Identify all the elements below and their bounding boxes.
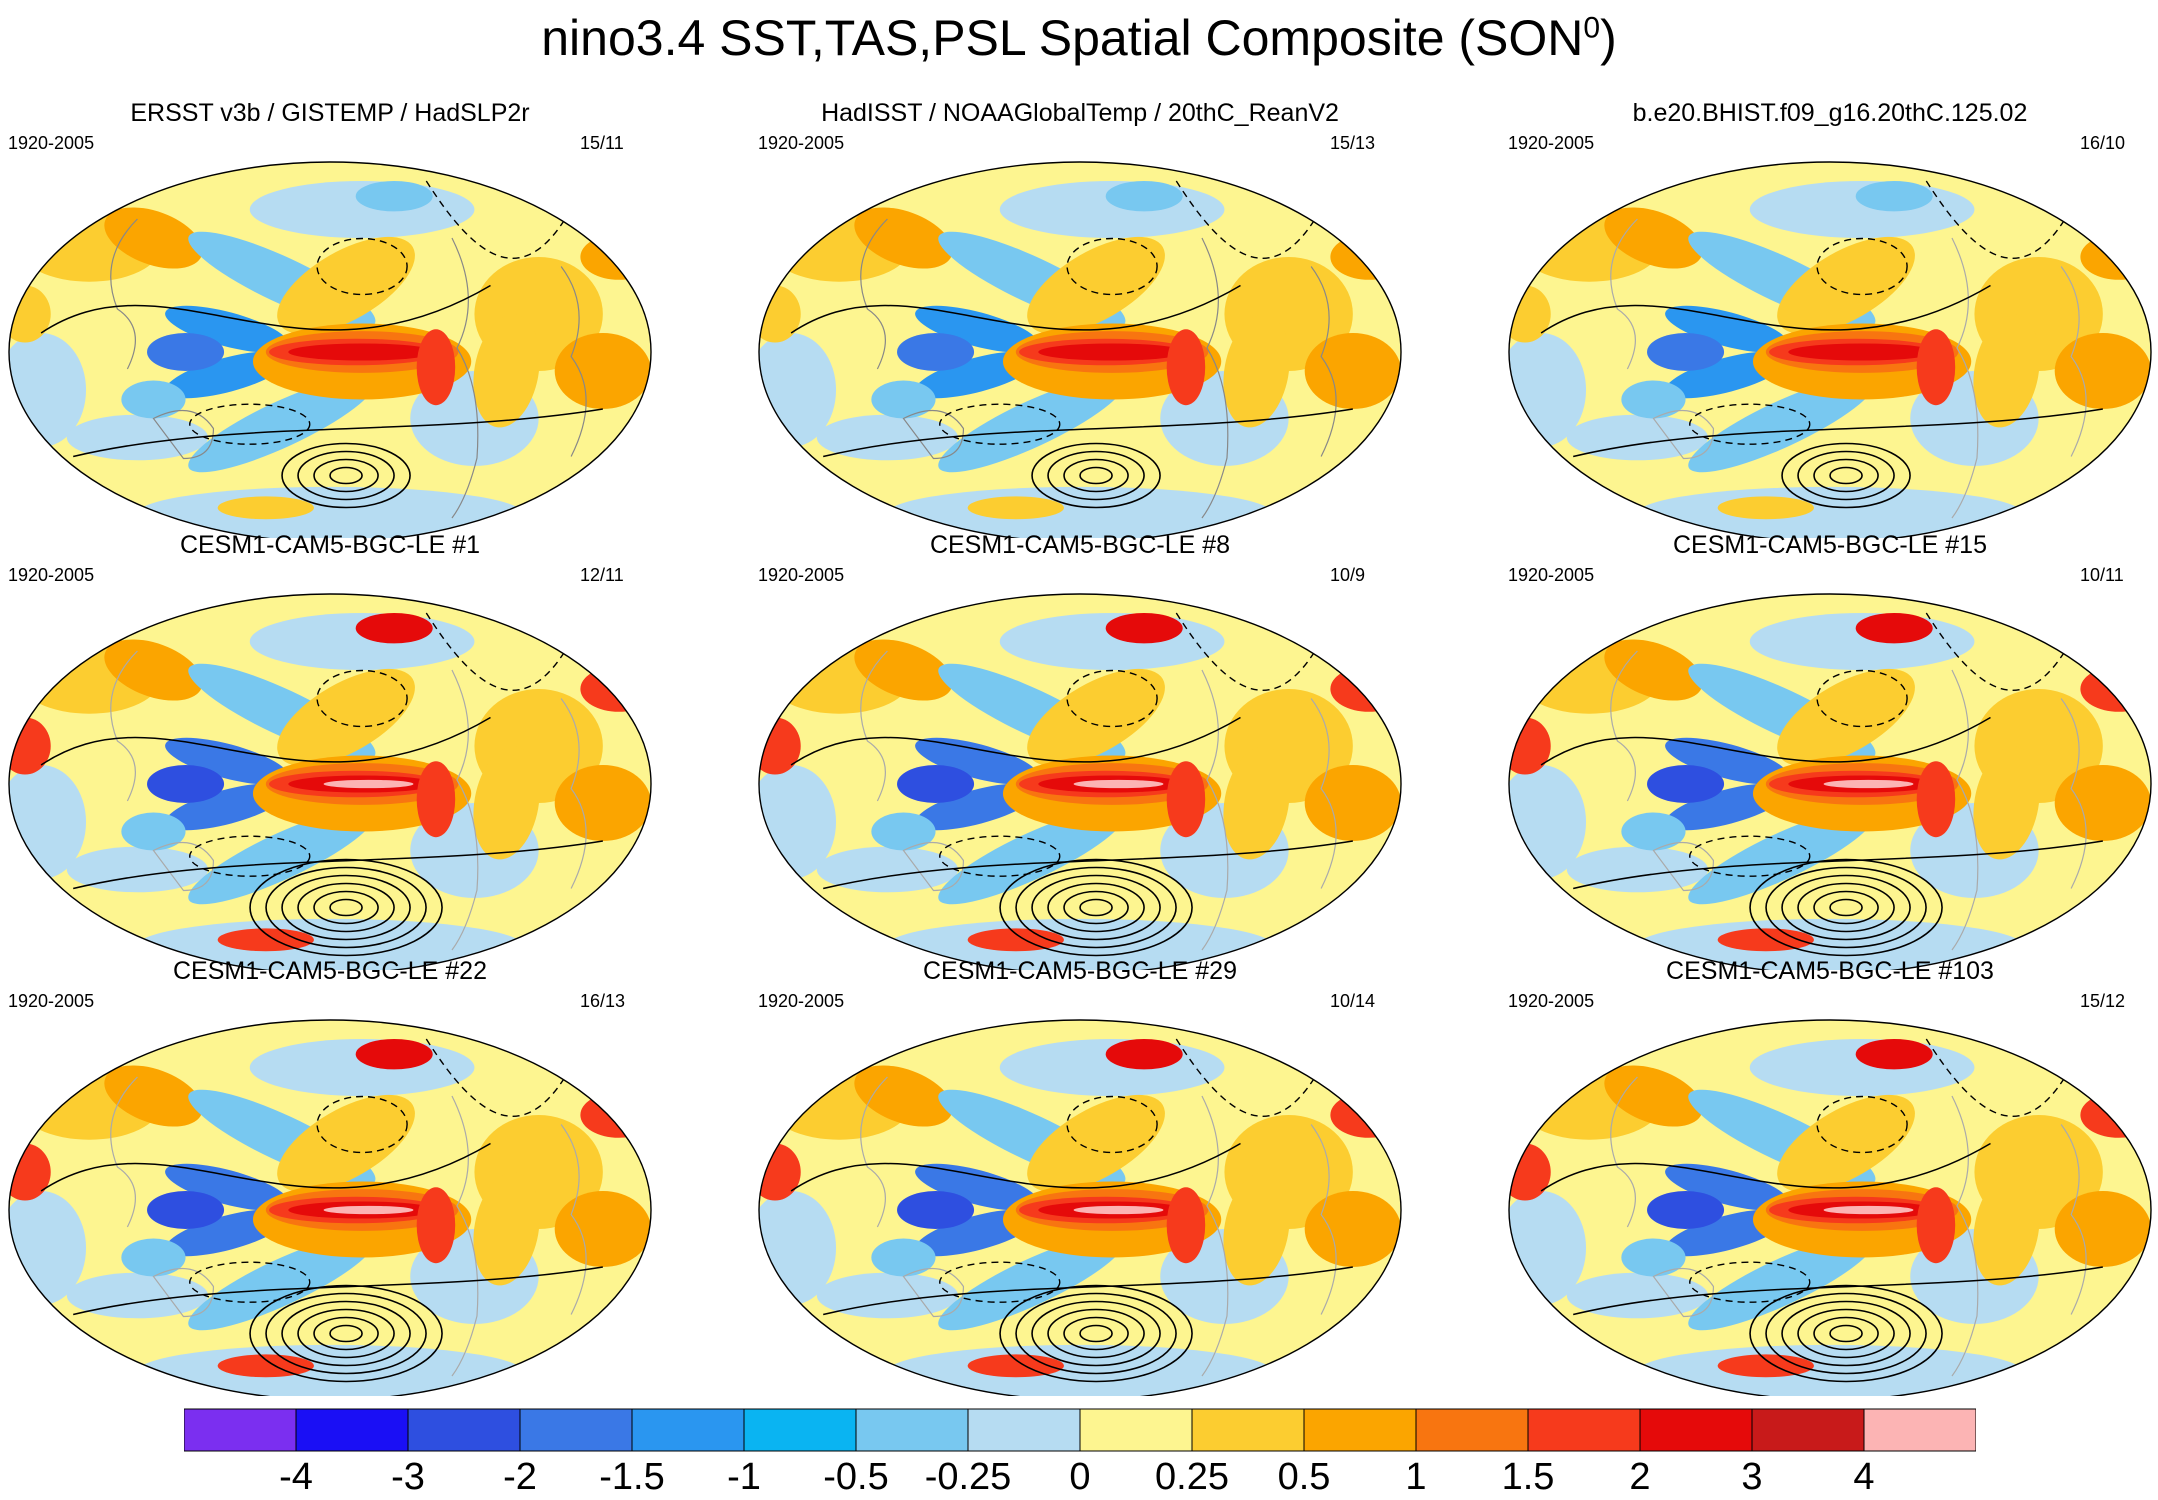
panel-title: CESM1-CAM5-BGC-LE #29	[923, 957, 1237, 985]
map-panel-3: b.e20.BHIST.f09_g16.20thC.125.02 1920-20…	[1500, 98, 2158, 538]
map-panel-8: CESM1-CAM5-BGC-LE #29 1920-2005 10/14	[750, 956, 1450, 1396]
figure-title: nino3.4 SST,TAS,PSL Spatial Composite (S…	[0, 8, 2158, 68]
map-panel-2: HadISST / NOAAGlobalTemp / 20thC_ReanV2 …	[750, 98, 1450, 538]
panel-title: CESM1-CAM5-BGC-LE #1	[179, 531, 481, 559]
panel-count: 10/14	[1330, 991, 1376, 1011]
panel-title: ERSST v3b / GISTEMP / HadSLP2r	[130, 99, 530, 127]
colorbar-tick-label: 0.5	[1277, 1456, 1331, 1498]
colorbar-swatch	[1751, 1408, 1865, 1452]
panel-title: b.e20.BHIST.f09_g16.20thC.125.02	[1632, 99, 2028, 127]
map-panel-5: CESM1-CAM5-BGC-LE #8 1920-2005 10/9	[750, 530, 1450, 970]
colorbar-swatch	[295, 1408, 409, 1452]
colorbar-tick-label: -1.5	[599, 1456, 665, 1498]
colorbar-swatch	[1415, 1408, 1529, 1452]
colorbar-tick-label: -3	[391, 1456, 425, 1498]
figure-title-close: )	[1600, 10, 1617, 66]
colorbar-swatch	[407, 1408, 521, 1452]
map-panel-6: CESM1-CAM5-BGC-LE #15 1920-2005 10/11	[1500, 530, 2158, 970]
colorbar-swatch	[1303, 1408, 1417, 1452]
colorbar-swatch	[743, 1408, 857, 1452]
world-map	[1508, 593, 2152, 970]
map-panel-7: CESM1-CAM5-BGC-LE #22 1920-2005 16/13	[0, 956, 700, 1396]
panel-title: HadISST / NOAAGlobalTemp / 20thC_ReanV2	[821, 99, 1339, 127]
panel-period: 1920-2005	[8, 565, 95, 585]
colorbar-swatch	[184, 1408, 297, 1452]
colorbar-tick-label: 3	[1741, 1456, 1763, 1498]
colorbar-tick-label: 2	[1629, 1456, 1651, 1498]
colorbar-tick-label: -0.25	[924, 1456, 1012, 1498]
colorbar-swatch	[1639, 1408, 1753, 1452]
colorbar-swatch	[631, 1408, 745, 1452]
world-map	[758, 593, 1402, 970]
panel-title: CESM1-CAM5-BGC-LE #22	[173, 957, 487, 985]
world-map	[758, 1019, 1402, 1396]
panel-count: 16/13	[580, 991, 626, 1011]
panel-count: 10/11	[2080, 565, 2124, 585]
colorbar-swatch	[1079, 1408, 1193, 1452]
world-map	[8, 161, 652, 538]
colorbar	[184, 1408, 1976, 1452]
panel-period: 1920-2005	[8, 991, 95, 1011]
colorbar-tick-label: 0	[1069, 1456, 1091, 1498]
colorbar-swatch	[1527, 1408, 1641, 1452]
panel-title: CESM1-CAM5-BGC-LE #15	[1673, 531, 1987, 559]
colorbar-tick-label: -1	[727, 1456, 761, 1498]
panel-period: 1920-2005	[758, 991, 845, 1011]
colorbar-swatch	[967, 1408, 1081, 1452]
colorbar-tick-label: -4	[279, 1456, 313, 1498]
panel-period: 1920-2005	[1508, 991, 1595, 1011]
panel-count: 15/11	[580, 133, 624, 153]
colorbar-tick-label: 1	[1405, 1456, 1427, 1498]
panel-period: 1920-2005	[8, 133, 95, 153]
map-panel-9: CESM1-CAM5-BGC-LE #103 1920-2005 15/12	[1500, 956, 2158, 1396]
colorbar-tick-label: 0.25	[1155, 1456, 1229, 1498]
panel-period: 1920-2005	[758, 565, 845, 585]
panel-title: CESM1-CAM5-BGC-LE #8	[929, 531, 1231, 559]
panel-count: 16/10	[2080, 133, 2126, 153]
map-panel-4: CESM1-CAM5-BGC-LE #1 1920-2005 12/11	[0, 530, 700, 970]
world-map	[758, 161, 1402, 538]
panel-period: 1920-2005	[1508, 565, 1595, 585]
colorbar-tick-label: -0.5	[823, 1456, 889, 1498]
panel-period: 1920-2005	[1508, 133, 1595, 153]
colorbar-swatch	[1191, 1408, 1305, 1452]
figure-title-superscript: 0	[1583, 11, 1601, 45]
panel-period: 1920-2005	[758, 133, 845, 153]
colorbar-tick-label: 1.5	[1501, 1456, 1555, 1498]
figure-title-text: nino3.4 SST,TAS,PSL Spatial Composite (S…	[541, 10, 1584, 66]
panel-count: 10/9	[1330, 565, 1366, 585]
panel-count: 15/12	[2080, 991, 2126, 1011]
colorbar-swatch	[1863, 1408, 1976, 1452]
panel-count: 12/11	[580, 565, 624, 585]
map-panel-1: ERSST v3b / GISTEMP / HadSLP2r 1920-2005…	[0, 98, 700, 538]
world-map	[1508, 1019, 2152, 1396]
world-map	[1508, 161, 2152, 538]
colorbar-swatch	[855, 1408, 969, 1452]
colorbar-tick-label: -2	[503, 1456, 537, 1498]
panel-count: 15/13	[1330, 133, 1376, 153]
world-map	[8, 593, 652, 970]
panel-title: CESM1-CAM5-BGC-LE #103	[1666, 957, 1994, 985]
colorbar-swatch	[519, 1408, 633, 1452]
colorbar-tick-label: 4	[1853, 1456, 1875, 1498]
world-map	[8, 1019, 652, 1396]
